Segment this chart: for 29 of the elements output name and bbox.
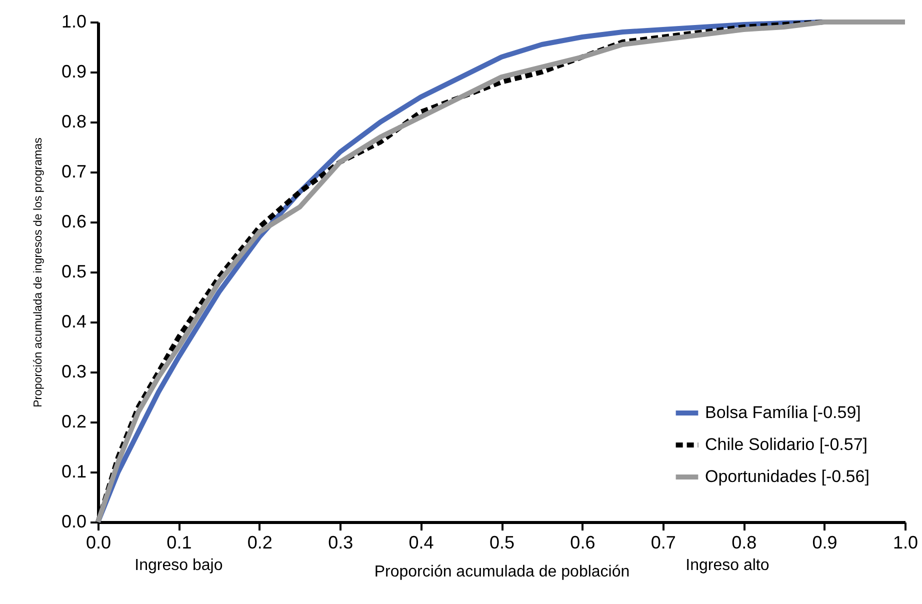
x-tick-label: 0.8 [732,532,757,552]
x-tick-label: 0.9 [812,532,838,552]
x-tick-label: 0.1 [166,532,192,552]
legend-label: Bolsa Família [-0.59] [705,403,861,422]
legend-label: Oportunidades [-0.56] [705,467,870,486]
x-tick-label: 0.4 [408,532,434,552]
y-tick-label: 0.3 [61,362,86,382]
y-tick-label: 1.0 [61,12,86,32]
y-tick-label: 0.9 [61,62,86,82]
x-tick-label: 0.0 [86,532,112,552]
y-tick-label: 0.7 [61,162,86,182]
y-tick-label: 0.4 [61,312,86,332]
x-tick-label: 0.2 [247,532,272,552]
y-axis-title: Proporción acumulada de ingresos de los programas [32,137,44,408]
y-tick-label: 0.8 [61,112,86,132]
x-tick-label: 0.3 [328,532,354,552]
legend-label: Chile Solidario [-0.57] [705,435,868,454]
y-tick-label: 0.1 [61,462,86,482]
x-tick-label: 0.6 [570,532,596,552]
x-axis-title: Proporción acumulada de población [374,564,630,580]
text: Ingreso alto [686,557,770,574]
x-tick-label: 0.5 [489,532,515,552]
y-tick-label: 0.6 [61,212,86,232]
text: Ingreso bajo [134,557,223,574]
x-tick-label: 1.0 [892,532,918,552]
y-tick-label: 0.0 [61,512,86,532]
y-tick-label: 0.5 [61,262,86,282]
y-tick-label: 0.2 [61,412,86,432]
x-tick-label: 0.7 [650,532,676,552]
